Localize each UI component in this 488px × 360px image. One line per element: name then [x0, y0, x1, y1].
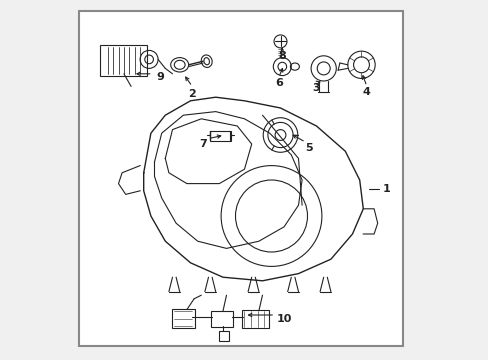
Text: 10: 10 [276, 314, 291, 324]
Text: 3: 3 [312, 83, 320, 93]
FancyBboxPatch shape [101, 45, 147, 76]
FancyBboxPatch shape [211, 311, 232, 327]
Text: 1: 1 [382, 184, 390, 194]
Text: 8: 8 [278, 51, 285, 61]
FancyBboxPatch shape [219, 331, 228, 341]
FancyBboxPatch shape [79, 11, 402, 346]
Text: 5: 5 [305, 143, 312, 153]
Text: 2: 2 [188, 89, 196, 99]
FancyBboxPatch shape [209, 131, 230, 141]
Text: 7: 7 [199, 139, 206, 149]
FancyBboxPatch shape [171, 309, 194, 328]
Text: 4: 4 [362, 87, 370, 97]
FancyBboxPatch shape [242, 310, 268, 328]
Text: 6: 6 [274, 78, 282, 88]
Text: 9: 9 [156, 72, 163, 82]
